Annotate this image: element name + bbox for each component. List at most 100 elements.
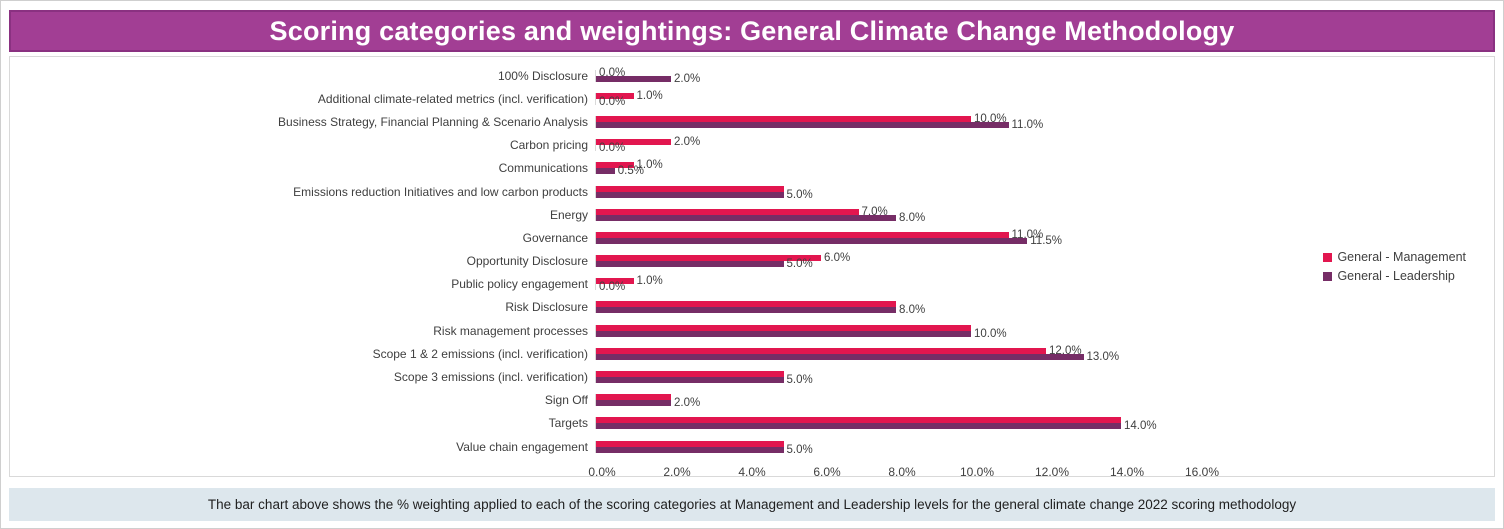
category-label: Sign Off bbox=[544, 393, 588, 408]
management-bar bbox=[596, 231, 1009, 238]
chart-row: Scope 1 & 2 emissions (incl. verificatio… bbox=[10, 342, 1494, 365]
category-label: Energy bbox=[549, 207, 588, 222]
chart-row: 100% Disclosure 0.0% 2.0% bbox=[10, 64, 1494, 87]
leadership-bar-value-label: 5.0% bbox=[786, 374, 813, 387]
x-tick-label: 8.0% bbox=[888, 465, 916, 480]
x-tick-label: 14.0% bbox=[1109, 465, 1145, 480]
category-label: Public policy engagement bbox=[451, 277, 588, 292]
leadership-bar-value-label: 13.0% bbox=[1086, 350, 1120, 363]
leadership-bar-line: 0.0% bbox=[596, 95, 1275, 108]
page-title: Scoring categories and weightings: Gener… bbox=[269, 15, 1235, 46]
management-bar-line: 0.0% bbox=[596, 66, 1275, 79]
management-bar bbox=[596, 347, 1046, 354]
management-bar bbox=[596, 278, 634, 285]
chart-row: Carbon pricing 2.0% 0.0% bbox=[10, 134, 1494, 157]
plot-rows: 100% Disclosure 0.0% 2.0% Additional climat… bbox=[10, 64, 1494, 458]
x-tick-label: 10.0% bbox=[959, 465, 995, 480]
category-label: Scope 1 & 2 emissions (incl. verificatio… bbox=[372, 346, 588, 361]
category-label: 100% Disclosure bbox=[497, 68, 588, 83]
management-bar-value-label: 0.0% bbox=[599, 66, 626, 79]
footer-caption-band: The bar chart above shows the % weightin… bbox=[9, 488, 1495, 521]
category-label: Carbon pricing bbox=[509, 138, 588, 153]
management-bar-value-label: 6.0% bbox=[824, 252, 851, 265]
leadership-bar bbox=[596, 307, 896, 314]
legend-item: General - Management bbox=[1323, 250, 1466, 264]
management-bar bbox=[596, 417, 1121, 424]
bar-group: 14.0% bbox=[595, 417, 1275, 433]
leadership-bar-line: 8.0% bbox=[596, 305, 1275, 316]
chart-row: Governance 11.0% 11.5% bbox=[10, 226, 1494, 249]
management-bar-line bbox=[596, 394, 1275, 401]
leadership-bar-line: 14.0% bbox=[596, 420, 1275, 433]
leadership-bar-value-label: 10.0% bbox=[974, 327, 1007, 340]
bar-group: 10.0% bbox=[595, 324, 1275, 340]
chart-row: Sign Off 2.0% bbox=[10, 389, 1494, 412]
leadership-bar-line: 8.0% bbox=[596, 211, 1275, 224]
management-bar-value-label: 12.0% bbox=[1049, 344, 1082, 357]
bar-group: 12.0% 13.0% bbox=[595, 344, 1275, 363]
legend-swatch bbox=[1323, 252, 1333, 262]
legend-label: General - Leadership bbox=[1337, 269, 1455, 283]
leadership-bar-value-label: 11.0% bbox=[1011, 118, 1044, 131]
management-bar bbox=[596, 208, 859, 215]
management-bar bbox=[596, 371, 784, 378]
chart-row: Risk Disclosure 8.0% bbox=[10, 296, 1494, 319]
bar-group: 2.0% bbox=[595, 394, 1275, 409]
legend-label: General - Management bbox=[1337, 250, 1466, 264]
chart-row: Energy 7.0% 8.0% bbox=[10, 203, 1494, 226]
leadership-bar bbox=[596, 75, 671, 82]
leadership-bar bbox=[596, 237, 1028, 244]
bar-group: 0.0% 2.0% bbox=[595, 66, 1275, 85]
title-banner: Scoring categories and weightings: Gener… bbox=[9, 10, 1495, 52]
x-tick-label: 0.0% bbox=[588, 465, 616, 480]
management-bar-line: 6.0% bbox=[596, 252, 1275, 265]
leadership-bar bbox=[596, 214, 896, 221]
management-bar-line: 2.0% bbox=[596, 136, 1275, 149]
chart-row: Targets 14.0% bbox=[10, 412, 1494, 435]
management-bar-line bbox=[596, 324, 1275, 331]
bar-group: 11.0% 11.5% bbox=[595, 229, 1275, 247]
bar-group: 7.0% 8.0% bbox=[595, 205, 1275, 224]
management-bar bbox=[596, 185, 784, 192]
chart-legend: General - Management General - Leadership bbox=[1323, 250, 1466, 283]
management-bar-line bbox=[596, 417, 1275, 424]
legend-item: General - Leadership bbox=[1323, 269, 1466, 283]
x-tick-label: 4.0% bbox=[738, 465, 766, 480]
leadership-bar-value-label: 0.0% bbox=[599, 95, 626, 108]
management-bar-line bbox=[596, 185, 1275, 192]
management-bar-line: 10.0% bbox=[596, 113, 1275, 125]
leadership-bar-value-label: 2.0% bbox=[674, 72, 701, 85]
leadership-bar-line: 13.0% bbox=[596, 350, 1275, 363]
chart-row: Emissions reduction Initiatives and low … bbox=[10, 180, 1494, 203]
leadership-bar-line: 0.0% bbox=[596, 142, 1275, 155]
leadership-bar bbox=[596, 330, 971, 337]
leadership-bar-value-label: 14.0% bbox=[1124, 420, 1157, 433]
leadership-bar-value-label: 0.0% bbox=[599, 142, 626, 155]
bar-group: 1.0% 0.5% bbox=[595, 159, 1275, 177]
management-bar-value-label: 2.0% bbox=[674, 136, 701, 149]
chart-row: Business Strategy, Financial Planning & … bbox=[10, 110, 1494, 133]
category-label: Targets bbox=[548, 416, 588, 431]
chart-row: Public policy engagement 1.0% 0.0% bbox=[10, 273, 1494, 296]
leadership-bar-value-label: 5.0% bbox=[786, 188, 813, 201]
category-label: Emissions reduction Initiatives and low … bbox=[293, 184, 588, 199]
category-label: Governance bbox=[522, 230, 588, 245]
management-bar-line bbox=[596, 371, 1275, 378]
management-bar bbox=[596, 139, 671, 146]
bar-group: 5.0% bbox=[595, 440, 1275, 456]
leadership-bar-value-label: 5.0% bbox=[786, 443, 813, 456]
category-label: Risk management processes bbox=[433, 323, 588, 338]
x-axis: 0.0% 2.0% 4.0% 6.0% 8.0% 10.0% 12.0% 14.0% 16.0% bbox=[10, 465, 1494, 481]
leadership-bar-value-label: 8.0% bbox=[899, 211, 926, 224]
management-bar-value-label: 7.0% bbox=[861, 205, 888, 218]
management-bar-line bbox=[596, 440, 1275, 447]
bar-group: 1.0% 0.0% bbox=[595, 89, 1275, 108]
management-bar-line: 12.0% bbox=[596, 344, 1275, 357]
management-bar-value-label: 1.0% bbox=[636, 89, 663, 102]
x-tick-label: 2.0% bbox=[663, 465, 691, 480]
management-bar bbox=[596, 92, 634, 99]
leadership-bar bbox=[596, 168, 615, 175]
management-bar bbox=[596, 162, 634, 169]
management-bar-value-label: 1.0% bbox=[636, 159, 663, 172]
bar-group: 2.0% 0.0% bbox=[595, 136, 1275, 155]
